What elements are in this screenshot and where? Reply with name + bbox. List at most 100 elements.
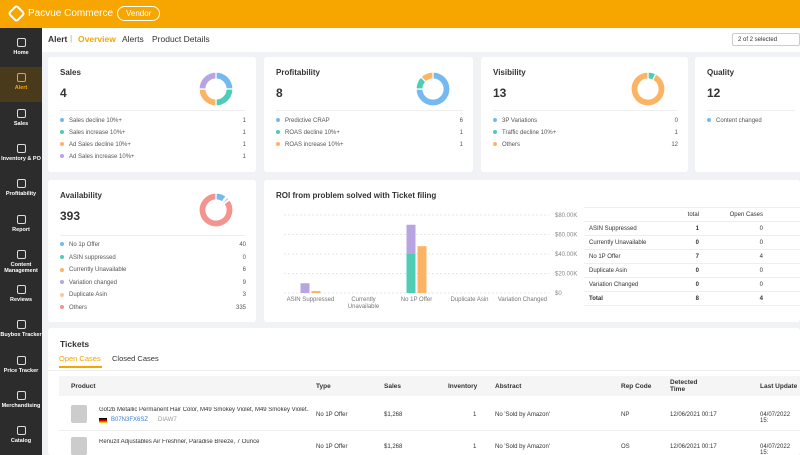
- cell: 0: [660, 263, 704, 278]
- y2-tick-label: $40.00K: [555, 252, 577, 258]
- cell: [584, 207, 660, 222]
- nav-label: Merchandising: [1, 403, 41, 409]
- bar: [300, 283, 310, 293]
- cell: 8: [660, 291, 704, 306]
- divider: [60, 110, 246, 111]
- legend-label: No 1p Offer: [69, 242, 100, 248]
- legend-label: Sales increase 10%+: [69, 130, 126, 136]
- column-header: Abstract: [495, 383, 522, 390]
- legend-item: Variation changed 9: [60, 280, 246, 290]
- cell: NP: [621, 412, 630, 418]
- nav-label: Sales: [13, 120, 29, 127]
- tab[interactable]: Alerts: [122, 34, 144, 44]
- bar: [311, 291, 321, 293]
- tab[interactable]: Open Cases: [59, 354, 101, 363]
- cell: [768, 249, 800, 264]
- bar: [406, 254, 416, 293]
- tab[interactable]: Overview: [78, 34, 116, 44]
- legend-item: ROAS decline 10%+ 1: [276, 130, 463, 140]
- divider: [493, 110, 678, 111]
- flag: [99, 418, 107, 423]
- table-row: Total 8 4: [584, 291, 800, 306]
- nav-item[interactable]: Buybox Tracker: [0, 314, 42, 349]
- nav-icon: [16, 320, 26, 330]
- nav-icon: [16, 355, 26, 365]
- legend-value: 40: [239, 242, 246, 248]
- table-row: ASIN Suppressed 1 0: [584, 221, 800, 236]
- cell: 0: [660, 277, 704, 292]
- tab[interactable]: Closed Cases: [112, 354, 159, 363]
- x-tick-label: Currently Unavailable: [347, 297, 380, 310]
- table-header-row: total Open Cases: [584, 207, 800, 222]
- legend-item: Ad Sales increase 10%+ 1: [60, 154, 246, 164]
- cell: 0: [704, 277, 768, 292]
- alert-card: Availability 393 No 1p Offer 40 ASIN suppres…: [48, 180, 256, 322]
- y2-tick-label: $80.00K: [555, 213, 577, 219]
- row-divider: [59, 430, 800, 431]
- legend-label: ASIN suppressed: [69, 254, 116, 261]
- tickets-card: Tickets Open Cases Closed Cases Product T…: [48, 328, 800, 455]
- legend-label: 3P Variations: [502, 118, 538, 124]
- cell: [768, 207, 800, 222]
- nav-item[interactable]: Report: [0, 209, 42, 244]
- nav-item[interactable]: Profitability: [0, 173, 42, 208]
- y2-tick-label: $60.00K: [555, 233, 577, 239]
- nav-icon: [16, 426, 26, 436]
- nav-item[interactable]: Content Management: [0, 244, 42, 279]
- cell: [768, 263, 800, 278]
- legend-item: Predictive CRAP 6: [276, 118, 463, 128]
- legend-dot: [60, 292, 64, 297]
- table-row: No 1P Offer 7 4: [584, 249, 800, 264]
- nav-item[interactable]: Reviews: [0, 279, 42, 314]
- card-title: Availability: [60, 191, 102, 200]
- legend-item: No 1p Offer 40: [60, 242, 246, 252]
- card-title: Visibility: [493, 68, 526, 77]
- nav-item[interactable]: Price Tracker: [0, 350, 42, 385]
- tab[interactable]: Product Details: [152, 34, 210, 44]
- nav-label: Content Management: [4, 261, 38, 274]
- nav-item[interactable]: Merchandising: [0, 385, 42, 420]
- product-image: [71, 437, 87, 455]
- nav-label: Alert: [14, 85, 28, 92]
- selector[interactable]: 2 of 2 selected: [732, 33, 800, 46]
- legend-dot: [60, 154, 64, 159]
- nav-item[interactable]: Home: [0, 32, 42, 67]
- y2-tick-label: $20.00K: [555, 272, 577, 278]
- donut-slice: [215, 88, 234, 107]
- legend-value: 1: [242, 130, 246, 136]
- legend-value: 1: [242, 118, 246, 124]
- legend-dot: [60, 280, 64, 285]
- cell: [768, 235, 800, 250]
- legend-item: ROAS increase 10%+ 1: [276, 142, 463, 152]
- asin-link[interactable]: B07N3FX6SZ: [111, 417, 149, 423]
- legend-dot: [276, 118, 280, 123]
- row-label: Total: [584, 291, 660, 306]
- nav-item[interactable]: Catalog: [0, 420, 42, 455]
- breadcrumb: Alert: [48, 34, 68, 44]
- legend-label: Variation changed: [69, 279, 117, 286]
- column-header: Rep Code: [621, 383, 652, 390]
- alert-card: Sales 4 Sales decline 10%+ 1 Sales increase …: [48, 57, 256, 172]
- legend-value: 3: [242, 292, 246, 299]
- nav-icon: [16, 249, 26, 259]
- legend-value: 1: [674, 130, 678, 136]
- card-total: 393: [60, 209, 81, 223]
- legend-item: Sales decline 10%+ 1: [60, 118, 246, 128]
- product-image: [71, 405, 87, 423]
- cell: OS: [621, 444, 630, 450]
- nav-item[interactable]: Sales: [0, 103, 42, 138]
- cell: $1,268: [384, 444, 403, 450]
- vendor-badge[interactable]: Vendor: [117, 6, 161, 21]
- legend-dot: [493, 118, 497, 123]
- nav-item[interactable]: Inventory & PO: [0, 138, 42, 173]
- bar: [406, 224, 416, 254]
- card-title: Quality: [707, 68, 735, 77]
- legend-label: Others: [69, 305, 88, 311]
- nav-label: Price Tracker: [3, 367, 39, 374]
- legend-dot: [60, 142, 64, 147]
- legend-dot: [707, 118, 711, 123]
- donut: [630, 71, 666, 107]
- table-row: Duplicate Asin 0 0: [584, 263, 800, 278]
- nav-item[interactable]: Alert: [0, 67, 42, 103]
- nav-label: Report: [12, 226, 30, 233]
